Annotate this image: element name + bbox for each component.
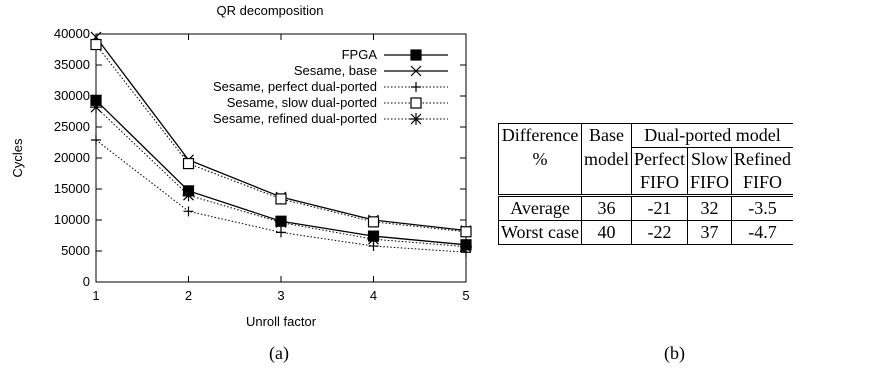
header-refined: Refined [731,147,793,171]
x-tick-label: 5 [462,288,469,303]
y-tick-label: 10000 [54,212,90,227]
y-axis: 0 5000 10000 15000 20000 25000 30000 35000 40000 [54,26,466,289]
cell-slow: 32 [686,194,733,221]
data-point [460,240,472,253]
x-axis: 1 2 3 4 5 [92,34,470,303]
data-point [275,216,287,229]
legend-label: Sesame, slow dual-ported [227,95,377,110]
header-fifo-perfect: FIFO [631,171,688,196]
legend-marker [410,49,422,61]
cell-base: 40 [581,220,633,245]
data-point [182,157,195,170]
header-model: model [581,147,633,171]
header-dual-ported: Dual-ported model [631,123,793,148]
series-3 [90,38,472,238]
y-tick-label: 40000 [54,26,90,41]
caption-b: (b) [664,343,685,363]
data-point [182,189,195,202]
series-1 [90,31,472,236]
x-tick-label: 1 [92,288,99,303]
data-point [460,226,472,238]
data-point [183,206,194,217]
table-row: Average 36 -21 32 -3.5 [497,194,793,221]
legend-marker [410,65,422,77]
legend-marker [411,82,421,92]
y-tick-label: 0 [83,274,90,289]
row-label: Average [497,194,583,221]
series-4 [90,101,472,253]
legend-marker [410,113,422,125]
y-tick-label: 25000 [54,119,90,134]
cell-refined: -4.7 [731,220,793,245]
legend-label: Sesame, base [294,63,377,78]
legend-label: Sesame, perfect dual-ported [213,79,377,94]
row-label: Worst case [497,220,583,245]
y-tick-label: 30000 [54,88,90,103]
header-empty [497,171,583,196]
legend-marker [410,97,422,109]
y-tick-label: 35000 [54,57,90,72]
cell-refined: -3.5 [731,194,793,221]
data-point [90,101,102,114]
cell-base: 36 [581,194,633,221]
header-difference: Difference [497,123,583,148]
chart-title: QR decomposition [217,3,324,18]
cell-perfect: -22 [631,220,688,245]
series-line [95,139,467,253]
header-fifo-slow: FIFO [686,171,733,196]
data-point [90,38,102,51]
cell-perfect: -21 [631,194,688,221]
x-tick-label: 2 [185,288,192,303]
header-fifo-refined: FIFO [731,171,793,196]
y-tick-label: 20000 [54,150,90,165]
cell-slow: 37 [686,220,733,245]
series-layer [90,31,472,258]
data-point [275,193,287,205]
legend-label: FPGA [342,47,378,62]
y-tick-label: 5000 [61,243,90,258]
x-tick-label: 4 [370,288,377,303]
qr-decomposition-chart: QR decomposition 05000100001500020000250… [10,3,472,329]
header-slow: Slow [686,147,733,171]
x-axis-label: Unroll factor [246,314,317,329]
table-row: Worst case 40 -22 37 -4.7 [497,220,793,245]
data-point [91,135,101,146]
header-percent: % [497,147,583,171]
y-tick-label: 15000 [54,181,90,196]
data-point [367,216,380,228]
legend-label: Sesame, refined dual-ported [213,111,377,126]
data-point [367,233,380,246]
header-base: Base [581,123,633,148]
data-point [276,227,286,238]
difference-table: Difference Base Dual-ported model % mode… [497,123,793,245]
header-empty-base [581,171,633,196]
x-tick-label: 3 [277,288,284,303]
header-perfect: Perfect [631,147,688,171]
y-axis-label: Cycles [10,138,25,178]
caption-a: (a) [269,343,289,363]
